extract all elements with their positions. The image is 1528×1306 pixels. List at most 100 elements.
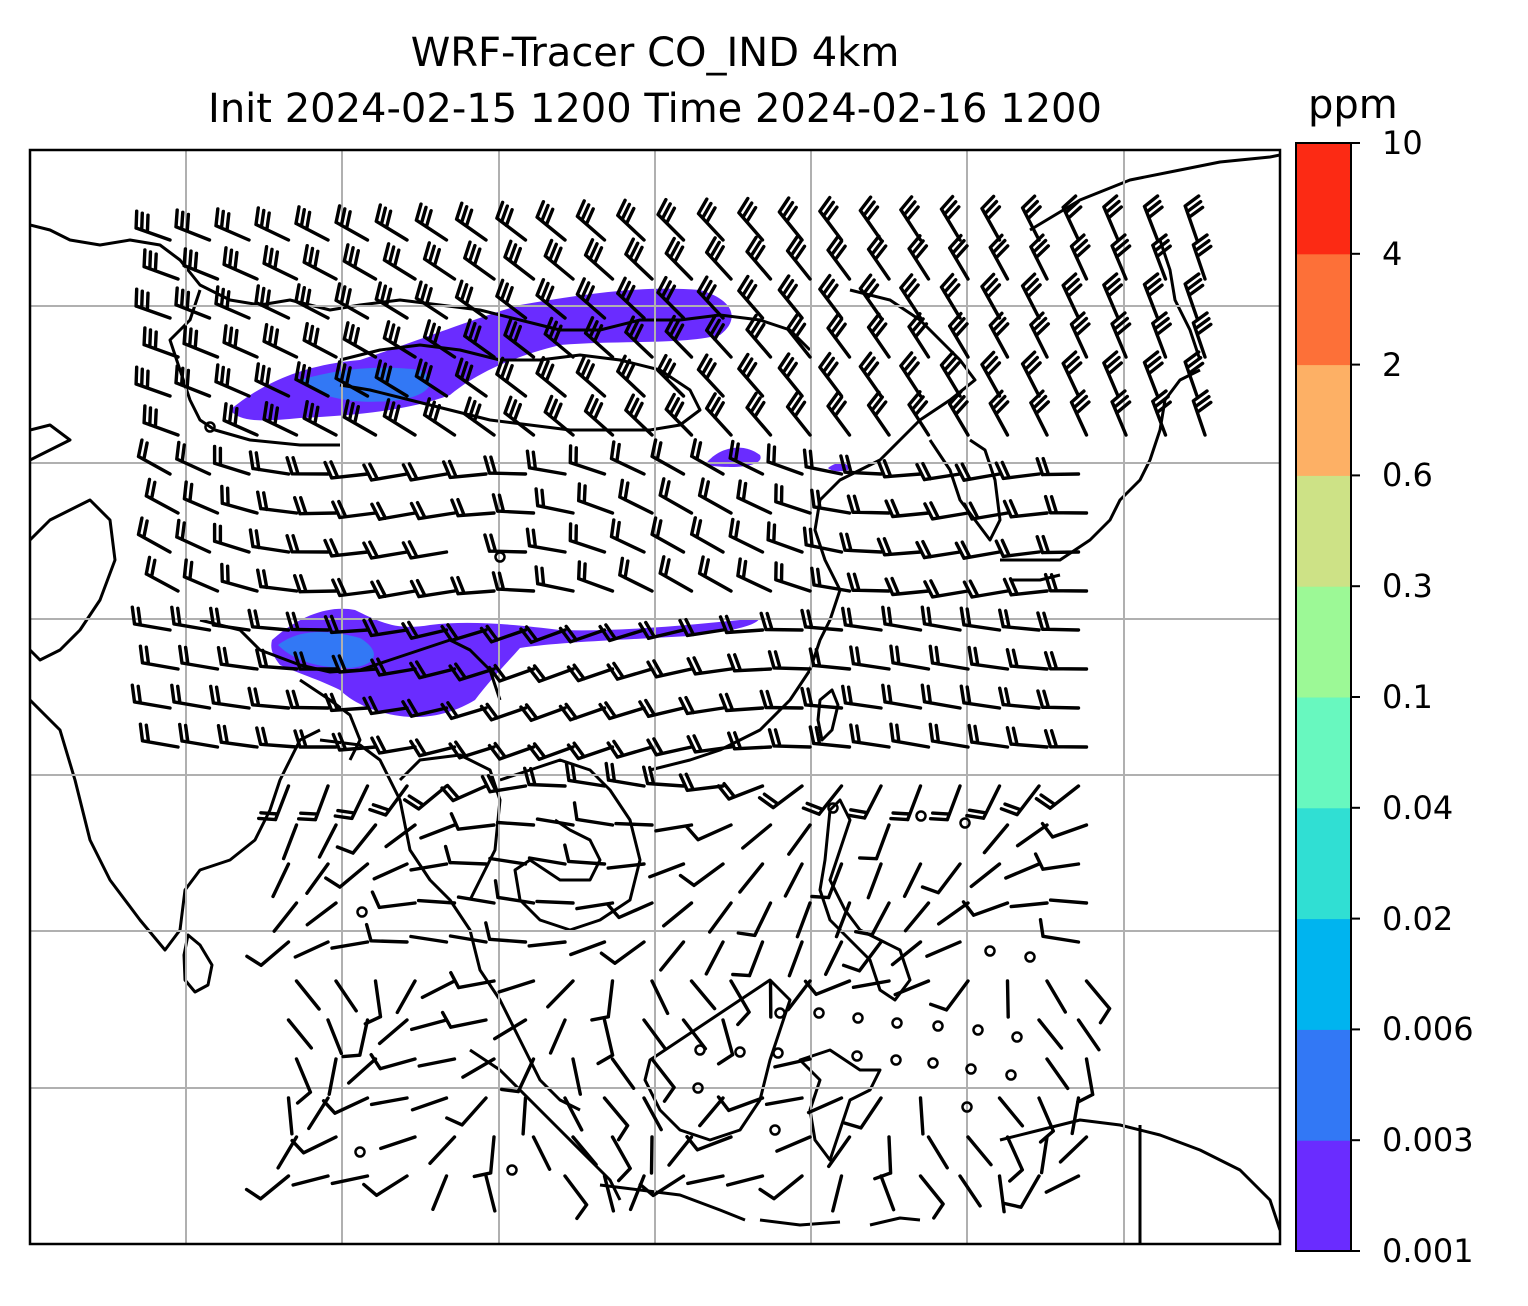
coastline-papua: [999, 1118, 1280, 1244]
wind-barb: [214, 285, 251, 320]
wind-barb: [939, 194, 962, 242]
wind-barb: [1020, 350, 1042, 398]
wind-barb: [255, 726, 299, 749]
wind-barb: [774, 483, 812, 515]
wind-barb: [395, 979, 417, 1015]
wind-barb: [650, 1057, 676, 1103]
wind-barb: [454, 357, 488, 398]
wind-barb: [777, 196, 804, 242]
wind-barb: [678, 862, 725, 888]
wind-barb: [899, 195, 923, 242]
wind-barb: [659, 940, 686, 972]
wind-barb: [324, 862, 370, 889]
wind-barb: [293, 940, 330, 959]
wind-barb: [881, 683, 923, 710]
wind-barb: [440, 623, 488, 643]
wind-calm-circle: [769, 1124, 781, 1136]
wind-calm-circle: [694, 1044, 706, 1056]
wind-barb: [558, 702, 607, 722]
wind-barb: [525, 527, 567, 554]
wind-barb: [810, 488, 852, 515]
wind-barb: [948, 389, 970, 437]
wind-barb: [449, 971, 496, 990]
wind-barb: [879, 1174, 896, 1212]
wind-barb: [903, 901, 931, 933]
wind-barb: [948, 233, 970, 281]
wind-barb: [800, 608, 844, 632]
wind-barb: [369, 1053, 417, 1071]
wind-barb: [718, 692, 765, 713]
wind-barb: [454, 279, 488, 320]
wind-barb: [323, 692, 370, 713]
wind-barb: [1020, 272, 1042, 320]
wind-barb: [705, 392, 733, 437]
wind-barb: [170, 605, 212, 632]
wind-barb: [839, 454, 883, 476]
wind-barb: [598, 623, 646, 643]
colorbar-segment: [1296, 475, 1351, 587]
wind-barb: [925, 940, 962, 958]
wind-barb: [1183, 272, 1205, 320]
wind-calm-circle: [734, 1046, 746, 1058]
wind-barb: [331, 654, 378, 674]
wind-barb: [463, 396, 496, 437]
wind-barb: [697, 555, 733, 593]
wind-barb: [479, 624, 528, 644]
wind-barb: [959, 606, 1002, 632]
wind-barb: [958, 1174, 982, 1208]
wind-barb: [134, 365, 172, 398]
wind-barb: [248, 528, 291, 554]
wind-barb: [563, 1174, 589, 1221]
wind-barb: [212, 522, 251, 554]
wind-barb: [245, 940, 291, 967]
wind-barb: [409, 934, 449, 944]
wind-barb: [1036, 689, 1081, 710]
wind-barb: [1043, 729, 1089, 749]
wind-barb: [705, 236, 733, 281]
wind-barb: [962, 579, 1010, 599]
wind-barb: [907, 234, 931, 281]
wind-barb: [602, 1174, 616, 1213]
wind-barb: [806, 1096, 844, 1115]
wind-barb: [858, 273, 883, 320]
wind-barb: [648, 862, 686, 879]
wind-barb: [1034, 784, 1081, 810]
wind-barb: [1058, 1135, 1089, 1164]
wind-barb: [967, 645, 1010, 671]
wind-barb: [698, 1096, 725, 1128]
wind-barb: [175, 518, 212, 554]
coastline-taiwan: [816, 688, 840, 742]
wind-barb: [662, 901, 694, 928]
wind-barb: [302, 400, 338, 437]
wind-calm-circle: [927, 1057, 939, 1069]
wind-barb: [795, 901, 812, 939]
wind-barb: [409, 738, 457, 758]
wind-barb: [535, 899, 575, 905]
wind-barb: [846, 572, 891, 593]
wind-barb: [737, 196, 765, 242]
wind-barb: [866, 234, 891, 281]
wind-barb: [527, 856, 567, 866]
wind-barb: [369, 1096, 409, 1107]
wind-barb: [571, 1057, 582, 1096]
wind-barb: [736, 901, 773, 938]
wind-barb: [254, 284, 291, 320]
colorbar-tick-label: 0.6: [1382, 456, 1433, 495]
wind-barb: [417, 1057, 457, 1068]
wind-barb: [609, 518, 646, 554]
wind-barb: [563, 843, 607, 866]
coastline-sri-lanka: [182, 933, 214, 994]
colorbar-segment: [1296, 807, 1351, 920]
wind-barb: [966, 1135, 993, 1167]
wind-barb: [685, 1135, 733, 1152]
wind-barb: [841, 606, 883, 632]
wind-barb: [182, 247, 220, 281]
wind-barb: [1151, 389, 1172, 437]
wind-barb: [1069, 311, 1091, 359]
wind-barb: [787, 823, 812, 856]
wind-calm-circle: [891, 1017, 903, 1029]
wind-barb: [368, 784, 409, 817]
wind-barb: [616, 198, 646, 242]
wind-barb: [334, 282, 370, 320]
wind-barb: [543, 394, 575, 437]
